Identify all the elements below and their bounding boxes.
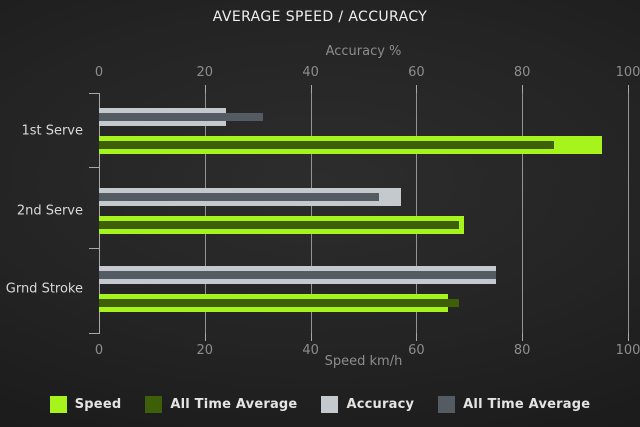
y-axis-tick-0 xyxy=(89,93,100,94)
legend-item-speed-0: Speed xyxy=(49,396,122,413)
category-label-2nd-serve: 2nd Serve xyxy=(16,203,83,219)
bottom-axis-ticklabel-40: 40 xyxy=(302,343,319,358)
top-axis-title: Accuracy % xyxy=(325,44,402,59)
bar-speed_all_time-2nd-serve xyxy=(99,221,459,229)
top-axis-tick-80 xyxy=(522,85,524,93)
bar-accuracy_all_time-grnd-stroke xyxy=(99,271,496,279)
top-axis-tick-100 xyxy=(628,85,629,93)
bottom-axis-ticklabel-20: 20 xyxy=(196,343,214,358)
legend-swatch-speed xyxy=(49,396,67,413)
top-axis-ticklabel-60: 60 xyxy=(408,65,425,80)
y-axis-tick-1 xyxy=(89,167,100,168)
top-axis-tick-60 xyxy=(416,85,418,93)
bottom-axis-tick-100 xyxy=(628,333,629,341)
top-axis-ticklabel-100: 100 xyxy=(615,65,640,80)
legend-swatch-accuracy_all_time xyxy=(438,396,456,413)
bar-speed_all_time-1st-serve xyxy=(99,141,554,149)
top-axis-ticklabel-20: 20 xyxy=(196,65,214,80)
legend-swatch-accuracy xyxy=(321,396,339,413)
legend: Speed All Time Average Accuracy All Time Av… xyxy=(0,396,640,413)
bottom-axis-title: Speed km/h xyxy=(324,354,403,369)
category-label-grnd-stroke: Grnd Stroke xyxy=(5,281,83,297)
legend-item-accuracy-2: Accuracy xyxy=(321,396,414,413)
bar-speed_all_time-grnd-stroke xyxy=(99,299,459,307)
bottom-axis-tick-80 xyxy=(522,333,524,341)
bar-accuracy_all_time-2nd-serve xyxy=(99,193,379,201)
top-axis-tick-40 xyxy=(310,85,312,93)
gridline-60 xyxy=(416,93,418,333)
legend-label: All Time Average xyxy=(463,397,591,412)
gridline-100 xyxy=(628,93,629,333)
bottom-axis-ticklabel-60: 60 xyxy=(408,343,425,358)
bottom-axis-ticklabel-0: 0 xyxy=(94,343,104,358)
category-label-1st-serve: 1st Serve xyxy=(21,123,83,139)
top-axis-ticklabel-40: 40 xyxy=(302,65,319,80)
legend-swatch-speed_all_time xyxy=(145,396,163,413)
bottom-axis-tick-40 xyxy=(310,333,312,341)
legend-item-all-time-average-3: All Time Average xyxy=(438,396,590,413)
gridline-40 xyxy=(310,93,312,333)
y-axis-tick-3 xyxy=(89,333,100,334)
bottom-axis-ticklabel-100: 100 xyxy=(615,343,640,358)
y-axis-tick-2 xyxy=(89,248,100,249)
gridline-80 xyxy=(522,93,524,333)
top-axis-ticklabel-0: 0 xyxy=(94,65,104,80)
bottom-axis-ticklabel-80: 80 xyxy=(513,343,531,358)
legend-label: Speed xyxy=(74,397,122,412)
bar-accuracy_all_time-1st-serve xyxy=(99,113,263,121)
y-axis-line xyxy=(99,93,100,333)
top-axis-tick-20 xyxy=(204,85,206,93)
chart-title: AVERAGE SPEED / ACCURACY xyxy=(212,9,428,25)
legend-label: Accuracy xyxy=(346,397,415,412)
gridline-20 xyxy=(204,93,206,333)
top-axis-ticklabel-80: 80 xyxy=(513,65,531,80)
legend-label: All Time Average xyxy=(170,397,298,412)
legend-item-all-time-average-1: All Time Average xyxy=(145,396,297,413)
bottom-axis-tick-20 xyxy=(204,333,206,341)
bottom-axis-tick-60 xyxy=(416,333,418,341)
